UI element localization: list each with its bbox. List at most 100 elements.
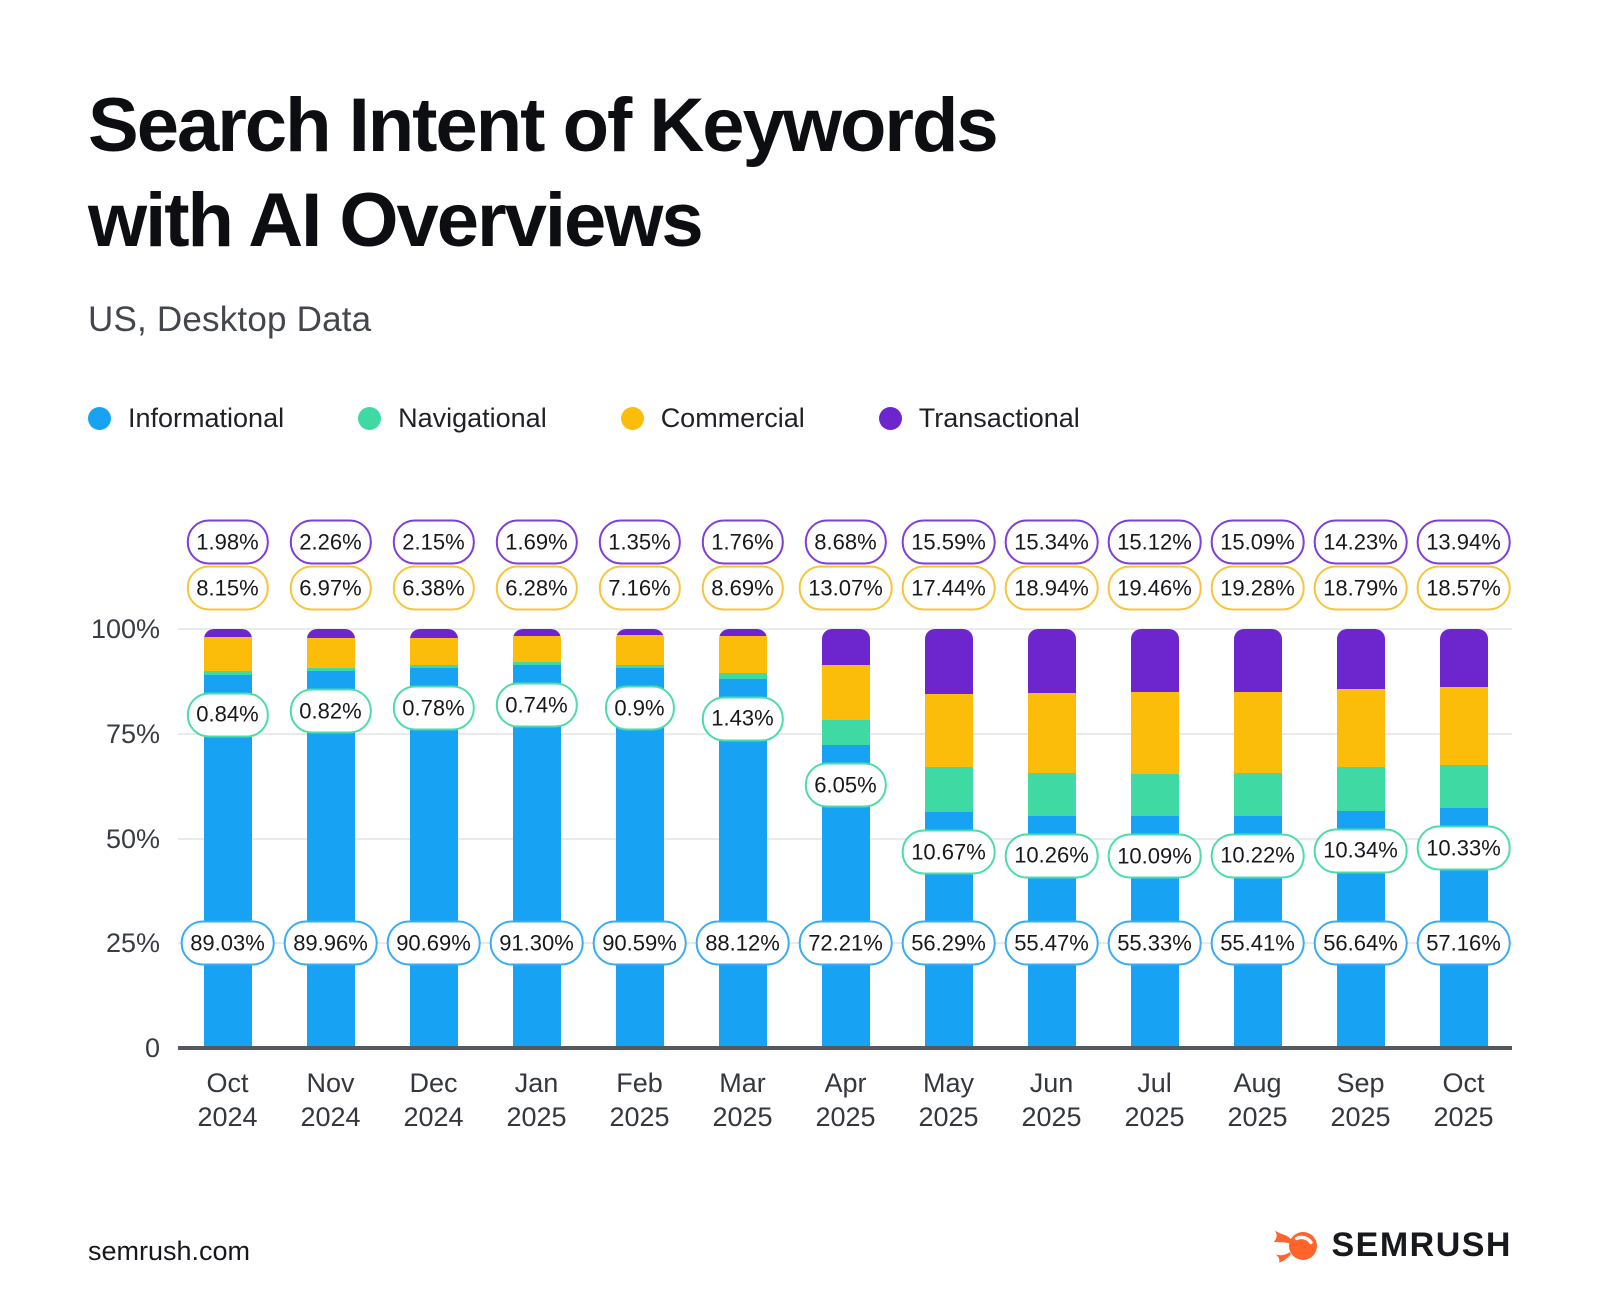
bar-column-nov-2024 [306,629,355,1048]
transactional-value-pill: 15.09% [1210,519,1305,565]
x-axis-year: 2025 [815,1102,876,1132]
navigational-value-pill: 10.34% [1313,828,1408,874]
bar-segment-commercial [1336,688,1385,768]
x-axis-month: Mar [719,1068,766,1098]
informational-value-pill: 56.64% [1313,920,1408,966]
bar-segment-transactional [718,629,767,637]
bar-segment-transactional [615,629,664,635]
x-axis-label-jun-2025: Jun 2025 [987,1066,1117,1134]
informational-value-pill: 89.03% [180,920,275,966]
navigational-value-pill: 0.9% [604,685,675,731]
bar-segment-commercial [924,694,973,768]
bar-segment-transactional [924,629,973,695]
brand-name: SEMRUSH [1331,1226,1512,1264]
bar-segment-commercial [1233,692,1282,773]
bar-segment-commercial [203,637,252,672]
bar-segment-navigational [1233,773,1282,816]
x-axis-label-oct-2024: Oct 2024 [163,1066,293,1134]
legend-label: Navigational [398,403,547,433]
page-title: Search Intent of Keywords with AI Overvi… [88,78,999,268]
bar-segment-transactional [512,629,561,637]
transactional-legend-dot-icon [878,407,902,430]
legend-item-commercial: Commercial [620,403,805,434]
x-axis-month: Apr [824,1068,867,1098]
bar-segment-commercial [1027,693,1076,773]
x-axis-label-oct-2025: Oct 2025 [1399,1066,1529,1134]
bar-segment-transactional [1233,629,1282,693]
navigational-value-pill: 0.74% [495,682,578,728]
x-axis-year: 2025 [1433,1102,1494,1132]
bar-segment-commercial [1130,692,1179,774]
bar-segment-informational [512,665,561,1048]
bar-segment-informational [615,668,664,1048]
legend-item-navigational: Navigational [358,403,547,434]
transactional-value-pill: 2.15% [392,519,475,565]
bar-segment-commercial [512,636,561,663]
transactional-value-pill: 13.94% [1416,519,1511,565]
transactional-value-pill: 1.98% [186,519,269,565]
commercial-value-pill: 8.15% [186,565,269,611]
commercial-value-pill: 18.79% [1313,565,1408,611]
transactional-value-pill: 1.35% [598,519,681,565]
x-axis-label-jan-2025: Jan 2025 [472,1066,602,1134]
bar-segment-transactional [306,629,355,639]
commercial-value-pill: 6.28% [495,565,578,611]
transactional-value-pill: 8.68% [804,519,887,565]
x-axis-year: 2025 [1227,1102,1288,1132]
transactional-value-pill: 1.69% [495,519,578,565]
commercial-value-pill: 8.69% [701,565,784,611]
x-axis-label-apr-2025: Apr 2025 [781,1066,911,1134]
x-axis-month: May [922,1068,974,1098]
bar-segment-transactional [1439,629,1488,688]
informational-value-pill: 90.59% [592,920,687,966]
x-axis-line [178,1046,1512,1050]
navigational-value-pill: 10.67% [901,829,996,875]
bar-segment-navigational [615,664,664,669]
commercial-value-pill: 13.07% [798,565,893,611]
bar-segment-navigational [1439,765,1488,809]
transactional-value-pill: 15.34% [1004,519,1099,565]
x-axis-label-nov-2024: Nov 2024 [266,1066,396,1134]
x-axis-month: Dec [409,1068,458,1098]
x-axis-year: 2024 [197,1102,258,1132]
x-axis-month: Oct [206,1068,249,1098]
x-axis-month: Jun [1029,1068,1074,1098]
bar-segment-transactional [821,629,870,666]
legend-label: Informational [128,403,285,433]
bar-segment-commercial [409,638,458,665]
x-axis-month: Sep [1336,1068,1385,1098]
navigational-value-pill: 1.43% [701,696,784,742]
commercial-value-pill: 18.94% [1004,565,1099,611]
semrush-logo: SEMRUSH [1273,1226,1512,1265]
navigational-value-pill: 10.09% [1107,833,1202,879]
commercial-value-pill: 18.57% [1416,565,1511,611]
bar-segment-transactional [1336,629,1385,689]
bar-column-jan-2025 [512,629,561,1048]
x-axis-year: 2025 [506,1102,567,1132]
informational-value-pill: 55.41% [1210,920,1305,966]
page-title-line-2: with AI Overviews [88,178,704,263]
semrush-flame-icon [1273,1227,1319,1265]
transactional-value-pill: 15.12% [1107,519,1202,565]
x-axis-label-mar-2025: Mar 2025 [678,1066,808,1134]
x-axis-year: 2025 [1330,1102,1391,1132]
bar-segment-informational [409,667,458,1048]
x-axis-year: 2025 [1021,1102,1082,1132]
page-subtitle: US, Desktop Data [88,300,372,339]
commercial-value-pill: 19.28% [1210,565,1305,611]
x-axis-label-dec-2024: Dec 2024 [369,1066,499,1134]
commercial-value-pill: 7.16% [598,565,681,611]
x-axis-label-may-2025: May 2025 [884,1066,1014,1134]
legend-item-transactional: Transactional [878,403,1080,434]
bar-segment-navigational [203,671,252,675]
footer-website: semrush.com [88,1236,251,1266]
bar-segment-navigational [718,672,767,679]
bar-segment-commercial [1439,687,1488,766]
navigational-value-pill: 10.22% [1210,833,1305,879]
x-axis-label-sep-2025: Sep 2025 [1296,1066,1426,1134]
x-axis-month: Jul [1137,1068,1172,1098]
commercial-value-pill: 6.38% [392,565,475,611]
legend-item-informational: Informational [88,403,284,434]
informational-value-pill: 89.96% [283,920,378,966]
